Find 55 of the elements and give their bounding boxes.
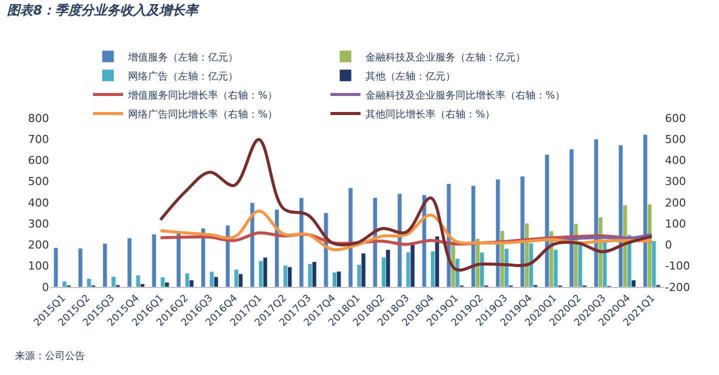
bar: [594, 138, 599, 287]
line-series: [159, 209, 654, 252]
bar: [234, 269, 239, 287]
y2-tick-label: 300: [665, 175, 686, 188]
legend-label: 增值服务同比增长率（右轴：%）: [127, 89, 278, 102]
bar: [250, 202, 255, 287]
y-tick-label: 300: [28, 217, 49, 230]
bar: [160, 276, 166, 287]
legend-label: 网络广告同比增长率（右轴：%）: [128, 108, 278, 120]
y2-tick-label: 200: [665, 196, 686, 210]
bar: [299, 198, 304, 287]
y-tick-label: 0: [42, 280, 49, 294]
bar: [397, 193, 402, 287]
y-tick-label: 800: [28, 112, 49, 125]
y2-tick-label: -200: [665, 280, 690, 294]
bar: [312, 261, 317, 287]
y-tick-label: 200: [28, 238, 49, 252]
bar: [152, 234, 156, 287]
y2-tick-label: 100: [665, 217, 686, 230]
legend-label: 金融科技及企业服务（左轴：亿元）: [366, 51, 526, 64]
y2-tick-label: -100: [665, 260, 690, 273]
y2-tick-label: 0: [665, 238, 672, 252]
legend-label: 其他同比增长率（右轴：%）: [366, 108, 496, 120]
bar: [287, 266, 292, 287]
y-tick-label: 400: [28, 196, 49, 210]
bar: [520, 176, 525, 287]
y2-tick-label: 600: [665, 112, 686, 125]
bar: [136, 274, 141, 287]
line-series: [159, 138, 654, 272]
bar: [283, 265, 288, 287]
bar: [102, 243, 108, 287]
legend-label: 其他（左轴：亿元）: [366, 70, 456, 82]
y-tick-label: 700: [28, 132, 49, 146]
chart-title: 图表8：季度分业务收入及增长率: [7, 2, 200, 19]
legend-label: 金融科技及企业服务同比增长率（右轴：%）: [366, 89, 566, 102]
bar: [62, 281, 67, 287]
legend-label: 增值服务（左轴：亿元）: [127, 51, 238, 64]
source-note: 来源：公司公告: [15, 350, 85, 362]
bar: [348, 188, 353, 287]
y2-tick-label: 400: [665, 154, 686, 168]
bar: [176, 232, 182, 287]
y2-tick-label: 500: [665, 132, 686, 146]
y-tick-label: 500: [28, 175, 49, 188]
bar: [127, 238, 132, 287]
bar: [434, 236, 440, 287]
bar: [336, 271, 342, 287]
bar: [200, 228, 206, 287]
bar: [262, 257, 268, 287]
bar: [78, 248, 83, 287]
y-tick-label: 600: [28, 154, 49, 168]
bar: [53, 247, 58, 287]
legend-label: 网络广告（左轴：亿元）: [128, 70, 238, 82]
bar: [618, 144, 624, 287]
y-tick-label: 100: [28, 260, 49, 273]
bar: [410, 244, 415, 287]
